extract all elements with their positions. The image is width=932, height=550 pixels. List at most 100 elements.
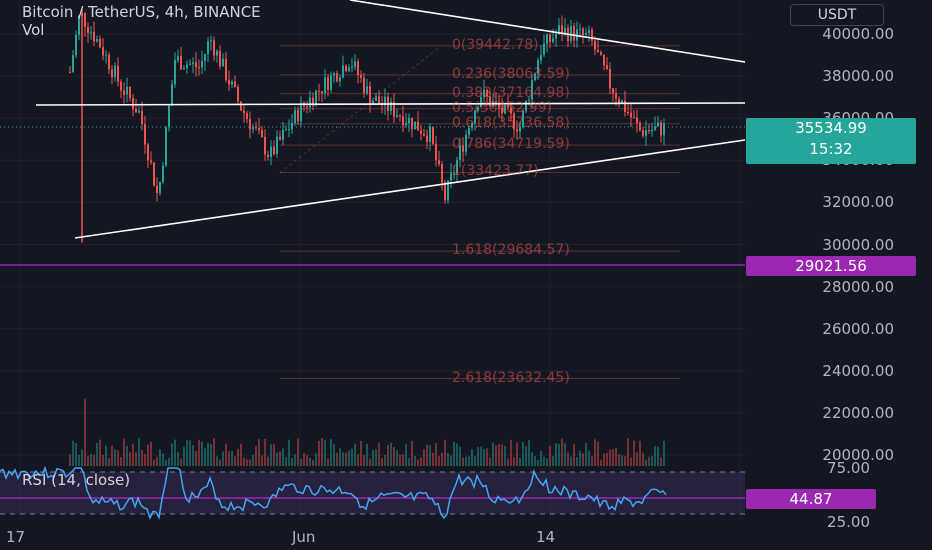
candle-body xyxy=(84,12,86,27)
candle-body xyxy=(201,60,203,68)
volume-bar xyxy=(162,453,164,466)
candle-body xyxy=(552,38,554,42)
candle-body xyxy=(249,119,251,130)
candle-body xyxy=(120,81,122,91)
volume-bar xyxy=(225,443,227,466)
candle-body xyxy=(297,110,299,122)
candle-body xyxy=(105,54,107,56)
currency-button[interactable]: USDT xyxy=(790,4,884,26)
candle-body xyxy=(573,26,575,41)
volume-bar xyxy=(345,452,347,466)
candle-body xyxy=(462,145,464,152)
fib-level-label: 0.382(37164.98) xyxy=(452,84,570,101)
volume-bar xyxy=(381,458,383,466)
candle-body xyxy=(336,73,338,82)
volume-bar xyxy=(186,440,188,466)
volume-bar xyxy=(321,438,323,466)
candle-body xyxy=(477,106,479,111)
volume-bar xyxy=(120,457,122,466)
candle-body xyxy=(114,65,116,78)
candlestick-series xyxy=(69,8,665,243)
candle-body xyxy=(603,54,605,66)
volume-bar xyxy=(183,446,185,466)
volume-bar xyxy=(78,454,80,466)
candle-body xyxy=(129,86,131,99)
symbol-title[interactable]: Bitcoin / TetherUS, 4h, BINANCE xyxy=(22,3,261,21)
volume-bar xyxy=(510,439,512,466)
volume-bar xyxy=(282,448,284,466)
volume-bar xyxy=(135,452,137,466)
volume-bar xyxy=(306,455,308,466)
volume-label: Vol xyxy=(22,21,45,39)
candle-body xyxy=(180,56,182,70)
volume-bar xyxy=(384,454,386,466)
volume-bar xyxy=(642,452,644,466)
volume-bar xyxy=(369,458,371,466)
candle-body xyxy=(357,61,359,76)
candle-body xyxy=(315,90,317,106)
candle-body xyxy=(498,102,500,108)
candle-body xyxy=(501,107,503,114)
candle-body xyxy=(579,28,581,30)
volume-bar xyxy=(453,442,455,466)
volume-bar xyxy=(435,443,437,466)
trendlines[interactable] xyxy=(35,0,746,239)
volume-bar xyxy=(102,454,104,466)
candle-body xyxy=(234,81,236,87)
volume-bar xyxy=(315,453,317,466)
candle-body xyxy=(597,49,599,53)
volume-bar xyxy=(219,459,221,466)
candle-body xyxy=(402,116,404,126)
volume-bar xyxy=(303,453,305,466)
volume-bar xyxy=(75,442,77,466)
candle-body xyxy=(93,31,95,42)
candle-body xyxy=(288,129,290,131)
candle-body xyxy=(423,133,425,136)
volume-bar xyxy=(117,450,119,466)
volume-bar xyxy=(630,457,632,466)
candle-body xyxy=(426,135,428,142)
volume-bar xyxy=(636,452,638,466)
volume-bar xyxy=(465,456,467,466)
candle-body xyxy=(417,121,419,131)
candle-body xyxy=(408,117,410,124)
volume-bar xyxy=(288,439,290,466)
candle-body xyxy=(624,100,626,112)
volume-bar xyxy=(498,444,500,466)
candle-body xyxy=(96,38,98,42)
volume-bar xyxy=(300,458,302,466)
volume-bar xyxy=(579,450,581,466)
descending-trendline xyxy=(349,0,746,63)
candle-body xyxy=(510,107,512,114)
candle-body xyxy=(615,93,617,99)
volume-bar xyxy=(555,443,557,466)
candle-body xyxy=(438,160,440,165)
rsi-pane xyxy=(0,465,745,521)
volume-bar xyxy=(387,444,389,466)
candle-body xyxy=(525,100,527,111)
volume-bar xyxy=(633,440,635,466)
candle-body xyxy=(555,33,557,39)
candle-body xyxy=(420,130,422,134)
candle-body xyxy=(636,117,638,123)
volume-bar xyxy=(495,445,497,466)
candle-body xyxy=(72,55,74,73)
candle-body xyxy=(504,104,506,114)
volume-bar xyxy=(99,439,101,466)
fib-retracement[interactable] xyxy=(0,0,745,520)
volume-bar xyxy=(360,440,362,466)
candle-body xyxy=(393,101,395,117)
candle-body xyxy=(516,129,518,132)
volume-bar xyxy=(507,458,509,466)
candle-body xyxy=(264,136,266,155)
candle-body xyxy=(210,40,212,42)
volume-bar xyxy=(159,449,161,466)
candle-body xyxy=(216,50,218,56)
volume-bar xyxy=(462,457,464,466)
candle-body xyxy=(570,26,572,42)
price-tick: 30000.00 xyxy=(822,235,894,254)
volume-bar xyxy=(354,443,356,466)
horizontal-levels[interactable] xyxy=(0,126,745,266)
volume-bar xyxy=(441,452,443,466)
